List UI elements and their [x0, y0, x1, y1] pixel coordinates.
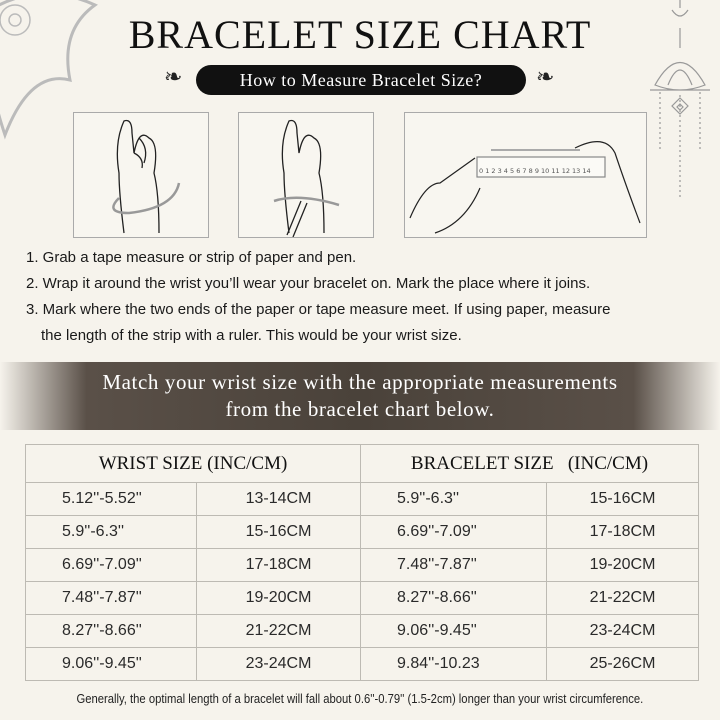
how-to-measure-heading: How to Measure Bracelet Size?: [196, 65, 526, 95]
step-illustration-mark-wrist: [238, 112, 374, 238]
banner-line-2: from the bracelet chart below.: [225, 397, 495, 421]
mandala-decoration-icon: [0, 0, 98, 140]
bracelet-cm-cell: 21-22CM: [546, 581, 699, 615]
step-illustration-measure-ruler: 0 1 2 3 4 5 6 7 8 9 10 11 12 13 14: [404, 112, 647, 238]
footer-note-wrap: Generally, the optimal length of a brace…: [0, 690, 720, 708]
bracelet-inches-cell: 9.84''-10.23: [360, 647, 547, 681]
wrist-inches-cell: 5.12''-5.52'': [25, 482, 197, 516]
step-3: 3. Mark where the two ends of the paper …: [26, 301, 611, 318]
page-title: BRACELET SIZE CHART: [128, 12, 592, 57]
bracelet-cm-cell: 15-16CM: [546, 482, 699, 516]
size-chart-table: WRIST SIZE (INC/CM) BRACELET SIZE (INC/C…: [25, 444, 699, 681]
bracelet-inches-cell: 6.69''-7.09'': [360, 515, 547, 549]
table-header-row: WRIST SIZE (INC/CM) BRACELET SIZE (INC/C…: [25, 444, 699, 483]
table-row: 9.06''-9.45'' 23-24CM 9.84''-10.23 25-26CM: [25, 647, 699, 681]
bracelet-size-header: BRACELET SIZE (INC/CM): [360, 444, 699, 483]
bracelet-cm-cell: 19-20CM: [546, 548, 699, 582]
table-row: 5.12''-5.52'' 13-14CM 5.9''-6.3'' 15-16CM: [25, 482, 699, 516]
step-illustration-wrap-wrist: [73, 112, 209, 238]
wrist-inches-cell: 8.27''-8.66'': [25, 614, 197, 648]
table-row: 6.69''-7.09'' 17-18CM 7.48''-7.87'' 19-20CM: [25, 548, 699, 582]
right-swirl-ornament-icon: ❧: [536, 65, 555, 90]
bracelet-cm-cell: 25-26CM: [546, 647, 699, 681]
step-3-continued: the length of the strip with a ruler. Th…: [41, 327, 462, 344]
wrist-cm-cell: 17-18CM: [196, 548, 361, 582]
bracelet-inches-cell: 5.9''-6.3'': [360, 482, 547, 516]
table-row: 5.9''-6.3'' 15-16CM 6.69''-7.09'' 17-18CM: [25, 515, 699, 549]
hand-wrap-tape-icon: [112, 119, 181, 234]
instructions-list: 1. Grab a tape measure or strip of paper…: [26, 245, 611, 349]
bracelet-cm-cell: 17-18CM: [546, 515, 699, 549]
wrist-cm-cell: 19-20CM: [196, 581, 361, 615]
table-row: 8.27''-8.66'' 21-22CM 9.06''-9.45'' 23-24CM: [25, 614, 699, 648]
bracelet-inches-cell: 8.27''-8.66'': [360, 581, 547, 615]
wrist-cm-cell: 13-14CM: [196, 482, 361, 516]
bracelet-inches-cell: 7.48''-7.87'': [360, 548, 547, 582]
wrist-cm-cell: 15-16CM: [196, 515, 361, 549]
lotus-hanging-decoration-icon: [650, 0, 710, 200]
banner-line-1: Match your wrist size with the appropria…: [102, 370, 618, 394]
wrist-size-header: WRIST SIZE (INC/CM): [25, 444, 361, 483]
bracelet-inches-cell: 9.06''-9.45'': [360, 614, 547, 648]
wrist-inches-cell: 5.9''-6.3'': [25, 515, 197, 549]
hand-mark-pen-icon: [273, 119, 340, 238]
step-1: 1. Grab a tape measure or strip of paper…: [26, 249, 357, 266]
hands-ruler-icon: 0 1 2 3 4 5 6 7 8 9 10 11 12 13 14: [409, 141, 641, 234]
wrist-inches-cell: 9.06''-9.45'': [25, 647, 197, 681]
footer-note: Generally, the optimal length of a brace…: [76, 692, 644, 706]
step-2: 2. Wrap it around the wrist you’ll wear …: [26, 275, 591, 292]
table-row: 7.48''-7.87'' 19-20CM 8.27''-8.66'' 21-22CM: [25, 581, 699, 615]
wrist-inches-cell: 6.69''-7.09'': [25, 548, 197, 582]
wrist-cm-cell: 23-24CM: [196, 647, 361, 681]
wrist-cm-cell: 21-22CM: [196, 614, 361, 648]
bracelet-cm-cell: 23-24CM: [546, 614, 699, 648]
wrist-inches-cell: 7.48''-7.87'': [25, 581, 197, 615]
match-size-banner: Match your wrist size with the appropria…: [0, 362, 720, 430]
ruler-scale: 0 1 2 3 4 5 6 7 8 9 10 11 12 13 14: [479, 167, 591, 175]
left-swirl-ornament-icon: ❧: [164, 65, 183, 90]
